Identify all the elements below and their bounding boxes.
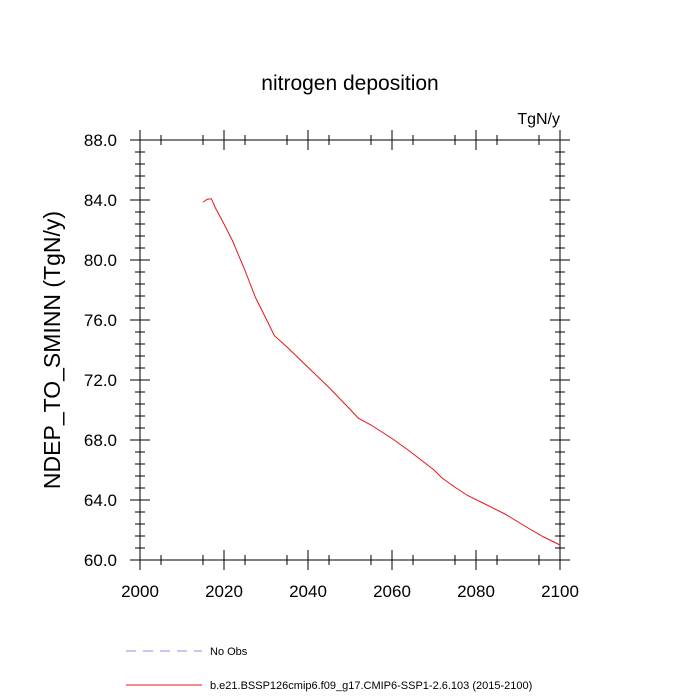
x-tick-label: 2080 (457, 582, 495, 601)
x-tick-label: 2020 (205, 582, 243, 601)
y-axis-label: NDEP_TO_SMINN (TgN/y) (39, 211, 65, 489)
y-tick-label: 84.0 (84, 191, 117, 210)
units-label: TgN/y (517, 111, 560, 128)
x-tick-label: 2100 (541, 582, 579, 601)
x-tick-label: 2060 (373, 582, 411, 601)
y-tick-label: 64.0 (84, 491, 117, 510)
y-tick-label: 72.0 (84, 371, 117, 390)
y-tick-label: 68.0 (84, 431, 117, 450)
y-tick-label: 80.0 (84, 251, 117, 270)
legend: No Obs b.e21.BSSP126cmip6.f09_g17.CMIP6-… (126, 646, 532, 692)
axis-ticks (130, 130, 570, 570)
series-line-0 (202, 198, 561, 546)
y-tick-label: 60.0 (84, 551, 117, 570)
y-tick-label: 76.0 (84, 311, 117, 330)
y-tick-label: 88.0 (84, 131, 117, 150)
series-layer (202, 198, 561, 546)
legend-label-no-obs: No Obs (210, 646, 248, 658)
legend-label-model: b.e21.BSSP126cmip6.f09_g17.CMIP6-SSP1-2.… (210, 680, 532, 692)
plot-frame (139, 139, 561, 561)
x-tick-label: 2000 (121, 582, 159, 601)
x-tick-label: 2040 (289, 582, 327, 601)
axis-tick-labels: 2000 2020 2040 2060 2080 2100 60.0 64.0 68.0 72.0… (84, 131, 579, 601)
chart-title: nitrogen deposition (261, 72, 438, 95)
